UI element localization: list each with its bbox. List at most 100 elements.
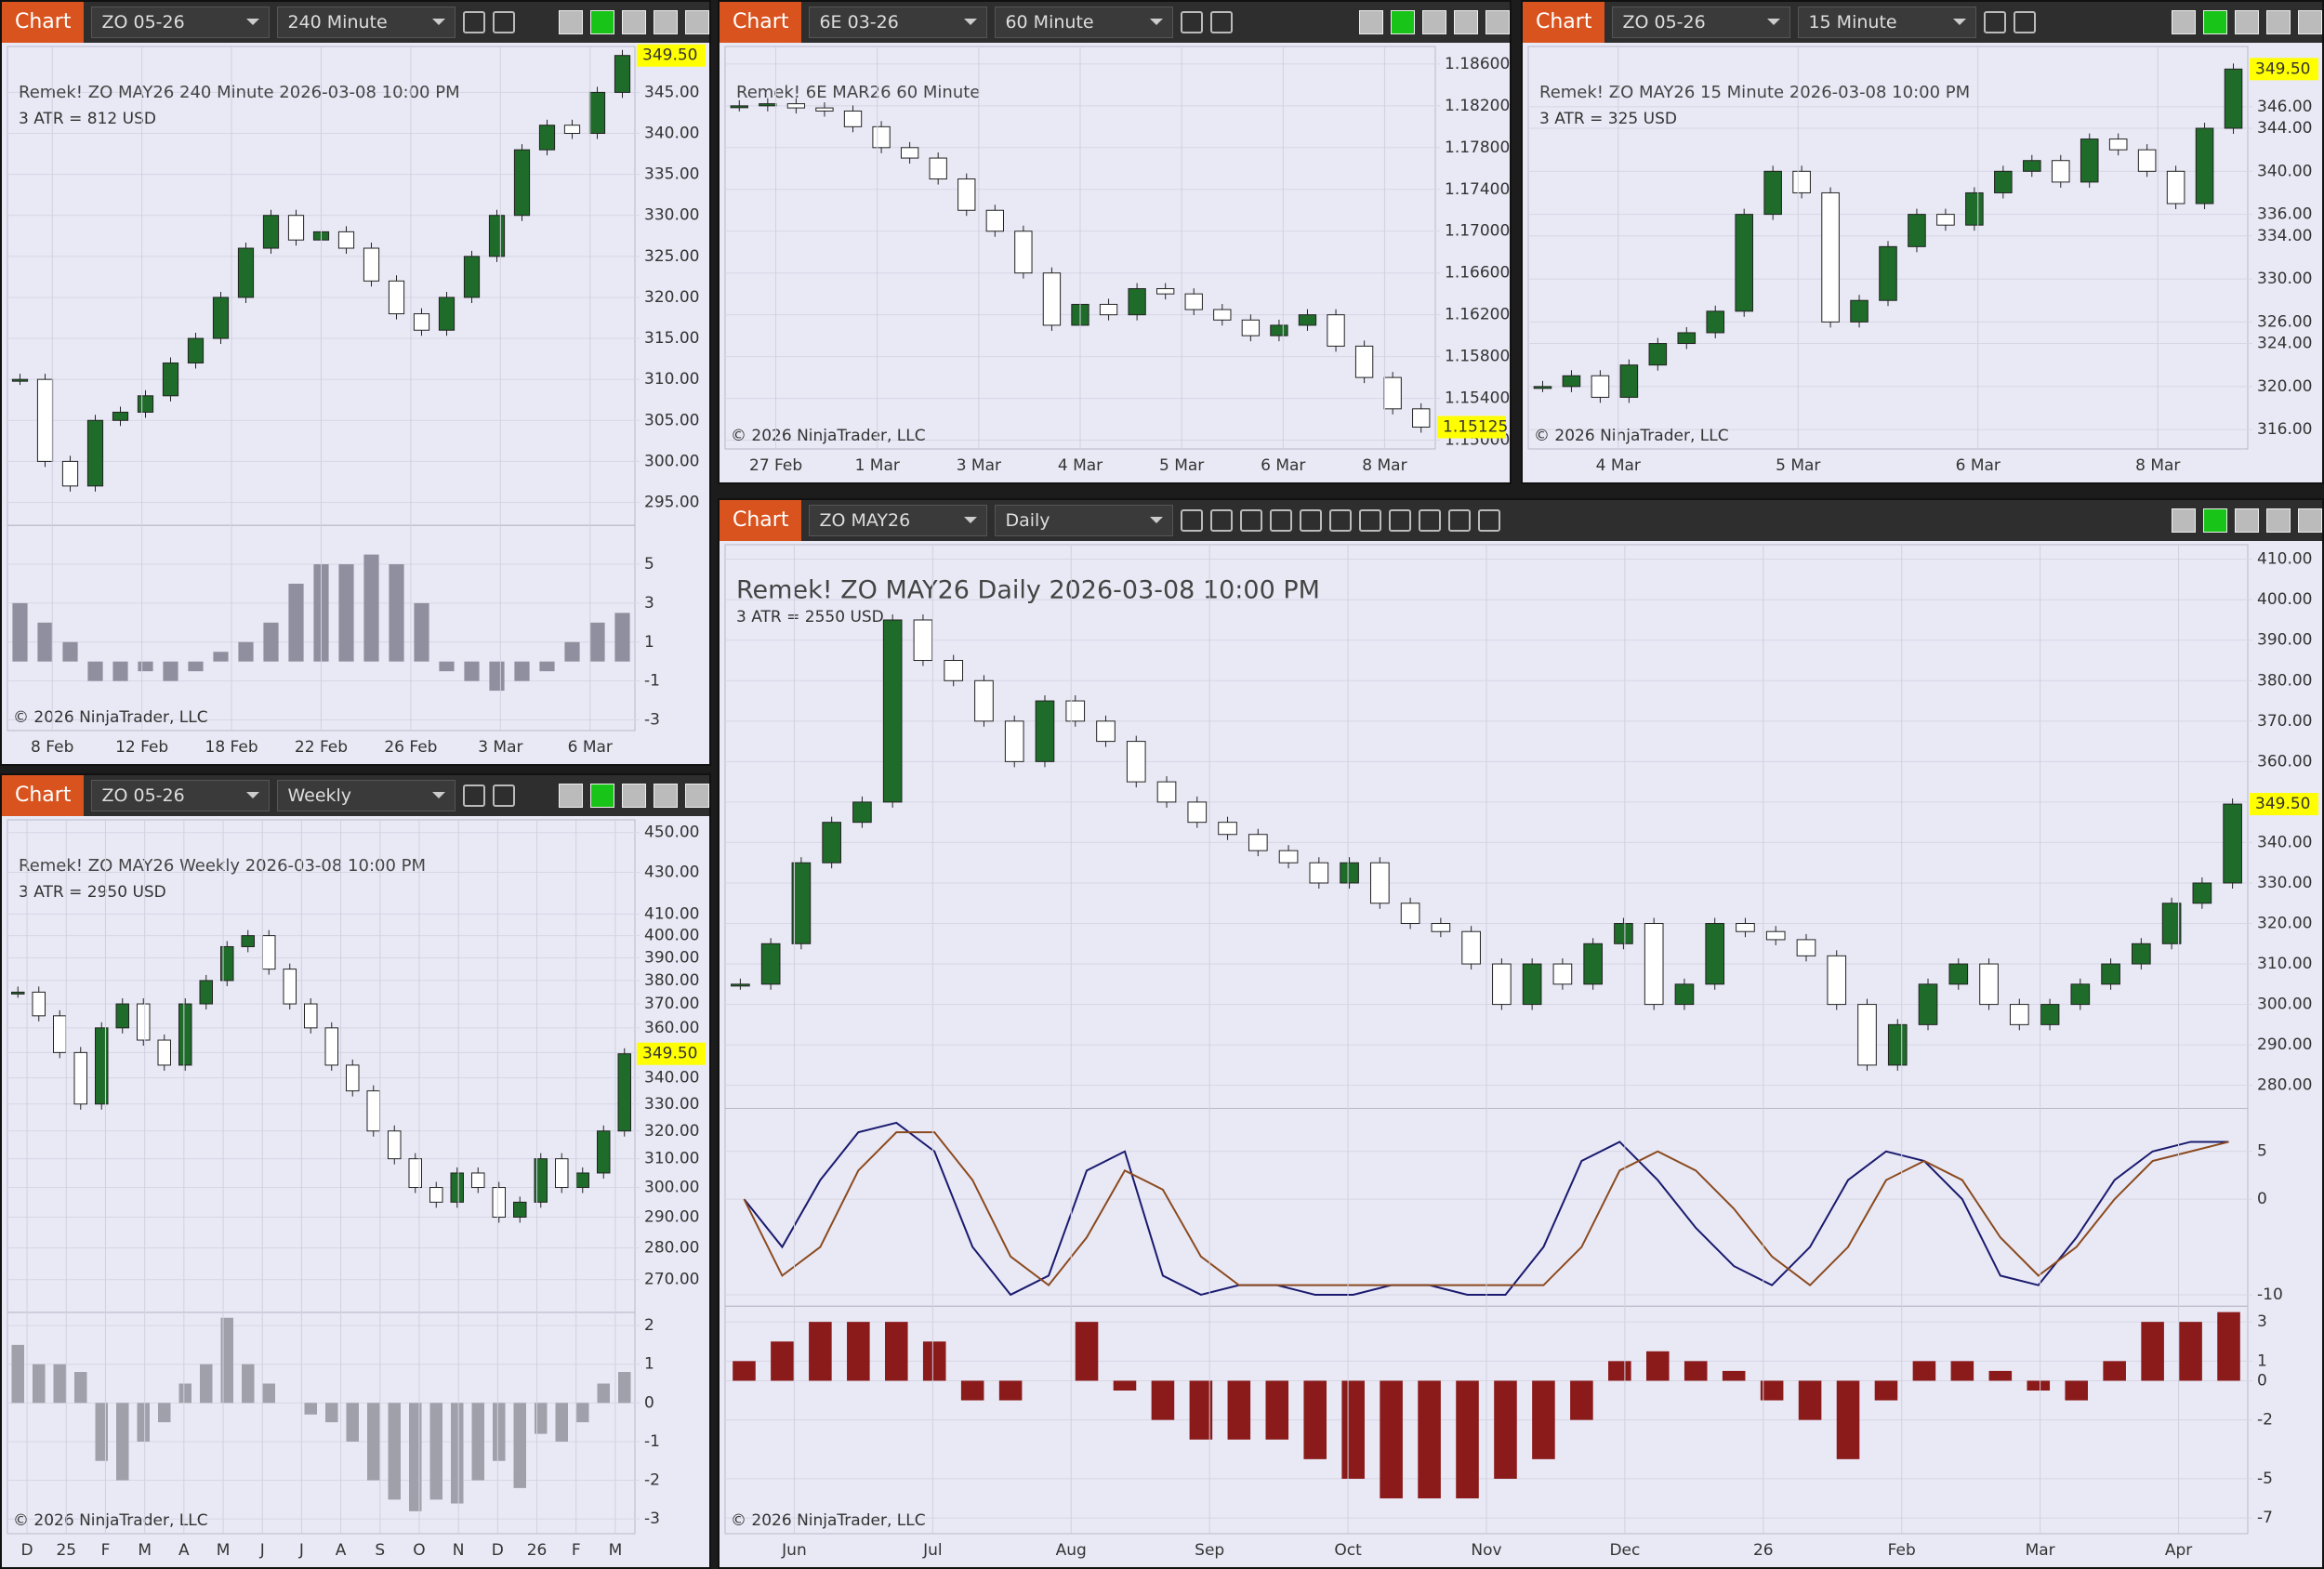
window-control[interactable]	[2203, 10, 2227, 34]
toolbar-icon[interactable]	[1270, 509, 1293, 532]
candle	[1126, 741, 1146, 783]
window-control[interactable]	[2172, 508, 2196, 533]
window-control[interactable]	[2203, 508, 2227, 533]
toolbar-icon[interactable]	[1210, 509, 1234, 532]
y-tick-label: 280.00	[644, 1238, 699, 1257]
candle	[73, 1051, 87, 1105]
histogram-bar	[2065, 1380, 2089, 1401]
candle	[617, 1053, 631, 1132]
window-control[interactable]	[2235, 10, 2259, 34]
window-control[interactable]	[622, 10, 646, 34]
histogram-bar	[1760, 1380, 1784, 1401]
window-control[interactable]	[685, 784, 709, 808]
x-tick-label: M	[609, 1541, 623, 1560]
y-tick-label: 1.18200	[1445, 97, 1510, 115]
chart-tab[interactable]: Chart	[2, 775, 85, 816]
candle	[212, 297, 230, 339]
x-tick-label: Nov	[1471, 1541, 1501, 1560]
instrument-selector[interactable]: ZO 05-26	[91, 7, 271, 38]
histogram-bar	[1912, 1361, 1936, 1381]
toolbar-icon[interactable]	[1181, 509, 1204, 532]
histogram-bar	[576, 1403, 589, 1423]
window-control[interactable]	[685, 10, 709, 34]
y-tick-label: 400.00	[2257, 590, 2312, 609]
x-tick-label: M	[138, 1541, 152, 1560]
candle	[1354, 345, 1374, 378]
window-control[interactable]	[1486, 10, 1510, 34]
window-control[interactable]	[559, 10, 583, 34]
histogram-bar	[1494, 1380, 1517, 1479]
toolbar-icon[interactable]	[1359, 509, 1382, 532]
toolbar-icon[interactable]	[1240, 509, 1263, 532]
interval-selector[interactable]: Daily	[995, 505, 1174, 536]
window-control[interactable]	[2266, 10, 2291, 34]
window-control[interactable]	[2266, 508, 2291, 533]
window-control[interactable]	[1454, 10, 1478, 34]
histogram-bar	[1988, 1370, 2013, 1381]
candle	[1591, 375, 1610, 398]
instrument-selector[interactable]: 6E 03-26	[809, 7, 988, 38]
window-control[interactable]	[622, 784, 646, 808]
candle	[1400, 903, 1420, 925]
toolbar-icon[interactable]	[1448, 509, 1472, 532]
y-tick-label: 310.00	[644, 1150, 699, 1168]
toolbar-icon[interactable]	[1389, 509, 1412, 532]
window-control[interactable]	[654, 784, 678, 808]
candle	[388, 280, 405, 315]
y-tick-label: 300.00	[2257, 995, 2312, 1014]
window-control[interactable]	[2172, 10, 2196, 34]
histogram-bar	[809, 1322, 832, 1381]
chart-tab[interactable]: Chart	[720, 500, 802, 541]
instrument-selector[interactable]: ZO 05-26	[1612, 7, 1791, 38]
y-tick-label: 380.00	[2257, 671, 2312, 690]
toolbar-icon[interactable]	[1181, 11, 1204, 33]
toolbar-icon[interactable]	[463, 784, 486, 807]
interval-selector[interactable]: 240 Minute	[277, 7, 456, 38]
window-control[interactable]	[2298, 10, 2322, 34]
toolbar-icon[interactable]	[1984, 11, 2007, 33]
candle	[2070, 983, 2091, 1006]
candle	[1096, 720, 1116, 743]
toolbar-icon[interactable]	[1210, 11, 1234, 33]
window-control[interactable]	[1359, 10, 1383, 34]
toolbar-icon[interactable]	[1419, 509, 1442, 532]
toolbar-icon[interactable]	[1300, 509, 1323, 532]
window-control[interactable]	[2235, 508, 2259, 533]
histogram-bar	[242, 1364, 255, 1404]
histogram-bar	[922, 1341, 946, 1381]
toolbar-icon[interactable]	[493, 11, 516, 33]
chart-tab[interactable]: Chart	[720, 2, 802, 43]
window-control[interactable]	[559, 784, 583, 808]
interval-selector[interactable]: 60 Minute	[995, 7, 1174, 38]
chart-tab[interactable]: Chart	[2, 2, 85, 43]
window-control[interactable]	[1422, 10, 1446, 34]
candle	[408, 1158, 422, 1189]
y-tick-label: -3	[644, 1510, 660, 1528]
window-control[interactable]	[654, 10, 678, 34]
interval-selector[interactable]: 15 Minute	[1798, 7, 1977, 38]
toolbar-icon[interactable]	[463, 11, 486, 33]
toolbar-icon[interactable]	[1478, 509, 1501, 532]
toolbar-icon[interactable]	[493, 784, 516, 807]
window-control[interactable]	[590, 784, 614, 808]
candle	[366, 1090, 380, 1132]
toolbar-icon[interactable]	[1329, 509, 1353, 532]
candle	[791, 862, 812, 944]
candle	[1241, 319, 1261, 336]
chart-window: Chart ZO 05-26 240 Minute 345.00 340.00 335.0…	[0, 0, 711, 766]
y-tick-label: 3	[2257, 1312, 2267, 1331]
chart-tab[interactable]: Chart	[1523, 2, 1605, 43]
histogram-bar	[998, 1380, 1023, 1401]
interval-selector[interactable]: Weekly	[277, 780, 456, 811]
window-control[interactable]	[1391, 10, 1415, 34]
candle	[337, 231, 355, 249]
window-control[interactable]	[2298, 508, 2322, 533]
x-tick-label: 5 Mar	[1776, 456, 1820, 475]
window-control[interactable]	[590, 10, 614, 34]
instrument-selector[interactable]: ZO 05-26	[91, 780, 271, 811]
y-tick-label: 1	[644, 633, 654, 652]
x-tick-label: J	[298, 1541, 304, 1560]
toolbar-icon[interactable]	[2014, 11, 2037, 33]
candle	[2132, 943, 2151, 965]
instrument-selector[interactable]: ZO MAY26	[809, 505, 988, 536]
